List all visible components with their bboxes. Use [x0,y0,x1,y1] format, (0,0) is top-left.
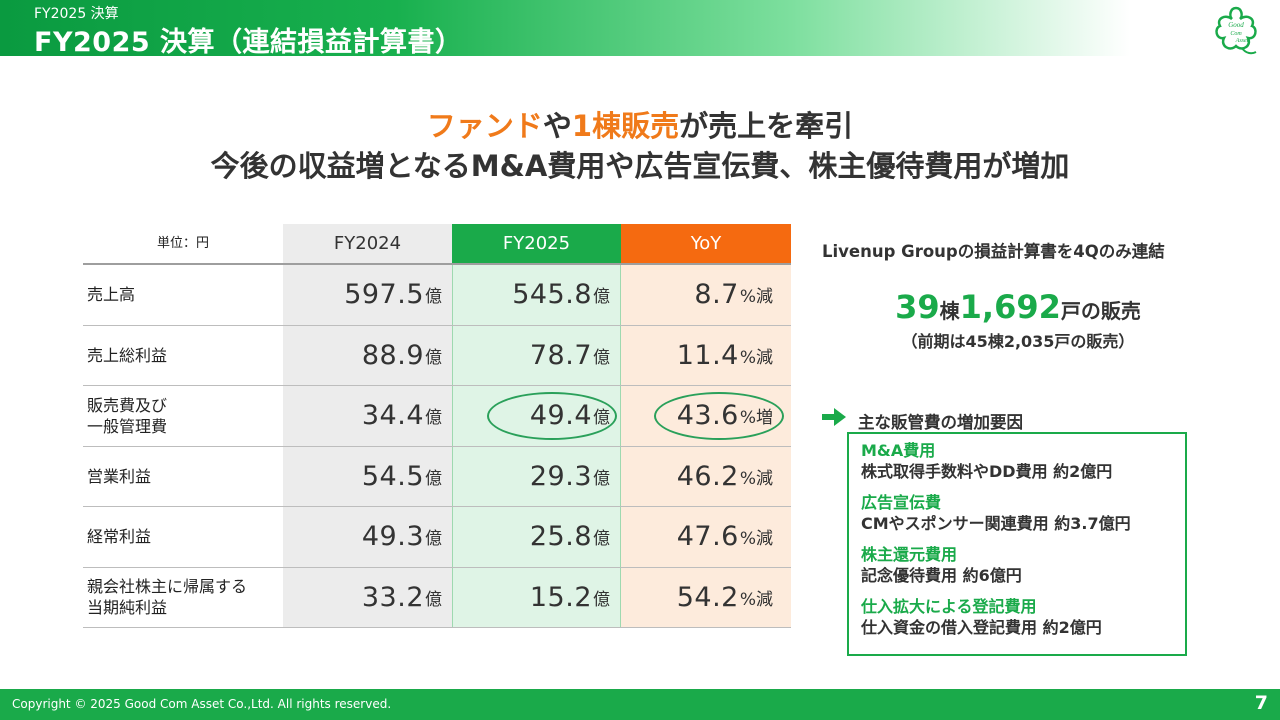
factor-detail: CMやスポンサー関連費用 約3.7億円 [861,514,1131,533]
income-statement-table: 単位：円 FY2024 FY2025 YoY 売上高 597.5 億 545.8 億… [83,224,791,628]
svg-text:Good: Good [1228,21,1244,29]
company-logo: Good Com Asset [1215,6,1257,55]
header-subtitle: FY2025 決算 [34,6,119,22]
svg-text:Asset: Asset [1235,38,1249,44]
previous-sales: （前期は45棟2,035戸の販売） [901,332,1135,351]
headline-building-sales: 1棟販売 [571,109,680,143]
fy2024-cell: 54.5 億 [283,446,452,506]
row-label: 親会社株主に帰属する 当期純利益 [87,577,248,618]
factor-detail: 株式取得手数料やDD費用 約2億円 [861,462,1113,481]
table-row: 親会社株主に帰属する 当期純利益 33.2 億 15.2 億 54.2 %減 [83,567,791,628]
fy2024-cell: 49.3 億 [283,507,452,567]
yoy-cell: 47.6 %減 [621,507,791,567]
fy2025-cell: 15.2 億 [452,567,621,627]
yoy-cell: 43.6 %増 [621,386,791,446]
fy2024-cell: 597.5 億 [283,265,452,325]
fy2025-cell: 25.8 億 [452,507,621,567]
headline: ファンドや1棟販売が売上を牽引 今後の収益増となるM&A費用や広告宣伝費、株主優… [0,106,1280,186]
fy2024-cell: 33.2 億 [283,567,452,627]
row-label: 販売費及び 一般管理費 [87,395,168,436]
sales-summary: 39棟1,692戸の販売 [818,288,1218,326]
sales-buildings: 39 [895,288,940,326]
row-label: 経常利益 [87,527,152,547]
column-header-fy2025: FY2025 [452,224,621,263]
unit-label: 単位：円 [156,236,209,251]
fy2025-cell: 49.4 億 [452,386,621,446]
factor-heading: 株主還元費用 [861,545,958,564]
headline-ya: や [542,109,572,143]
fy2025-cell: 29.3 億 [452,446,621,506]
headline-line-2: 今後の収益増となるM&A費用や広告宣伝費、株主優待費用が増加 [210,149,1070,183]
headline-line-1: ファンドや1棟販売が売上を牽引 [0,106,1280,146]
table-row: 営業利益 54.5 億 29.3 億 46.2 %減 [83,446,791,507]
sga-factors-title: 主な販管費の増加要因 [858,413,1023,432]
header-bar: FY2025 決算 FY2025 決算（連結損益計算書） [0,0,1130,58]
factor-detail: 仕入資金の借入登記費用 約2億円 [861,618,1102,637]
copyright: Copyright © 2025 Good Com Asset Co.,Ltd.… [12,697,392,711]
highlight-ring [487,392,617,440]
table-row: 売上高 597.5 億 545.8 億 8.7 %減 [83,265,791,326]
arrow-right-icon [822,408,846,426]
factor-heading: M&A費用 [861,441,936,460]
headline-driver: が売上を牽引 [679,109,854,143]
fy2025-cell: 78.7 億 [452,325,621,385]
row-label: 売上高 [87,285,136,305]
yoy-cell: 8.7 %減 [621,265,791,325]
sga-factors-box: M&A費用 株式取得手数料やDD費用 約2億円 広告宣伝費 CMやスポンサー関連… [847,432,1187,656]
sales-buildings-unit: 棟 [939,299,960,323]
yoy-cell: 46.2 %減 [621,446,791,506]
fy2025-cell: 545.8 億 [452,265,621,325]
page-number: 7 [1254,692,1268,714]
svg-text:Com: Com [1230,31,1242,37]
table-row: 売上総利益 88.9 億 78.7 億 11.4 %減 [83,325,791,386]
fy2024-cell: 88.9 億 [283,325,452,385]
consolidation-note: Livenup Groupの損益計算書を4Qのみ連結 [822,242,1165,261]
yoy-cell: 11.4 %減 [621,325,791,385]
factor-heading: 仕入拡大による登記費用 [861,597,1037,616]
table-header-row: 単位：円 FY2024 FY2025 YoY [83,224,791,265]
fy2024-cell: 34.4 億 [283,386,452,446]
row-label: 営業利益 [87,466,152,486]
yoy-cell: 54.2 %減 [621,567,791,627]
factor-detail: 記念優待費用 約6億円 [861,566,1022,585]
footer-bar: Copyright © 2025 Good Com Asset Co.,Ltd.… [0,689,1280,720]
page-title: FY2025 決算（連結損益計算書） [34,27,463,58]
table-row: 経常利益 49.3 億 25.8 億 47.6 %減 [83,507,791,568]
sales-units: 1,692 [959,288,1061,326]
table-row: 販売費及び 一般管理費 34.4 億 49.4 億 43.6 %増 [83,386,791,447]
column-header-fy2024: FY2024 [283,224,452,263]
column-header-yoy: YoY [621,224,791,263]
sales-units-suffix: 戸の販売 [1060,299,1141,323]
factor-heading: 広告宣伝費 [861,493,942,512]
headline-fund: ファンド [426,109,543,143]
row-label: 売上総利益 [87,345,168,365]
highlight-ring [654,392,784,440]
